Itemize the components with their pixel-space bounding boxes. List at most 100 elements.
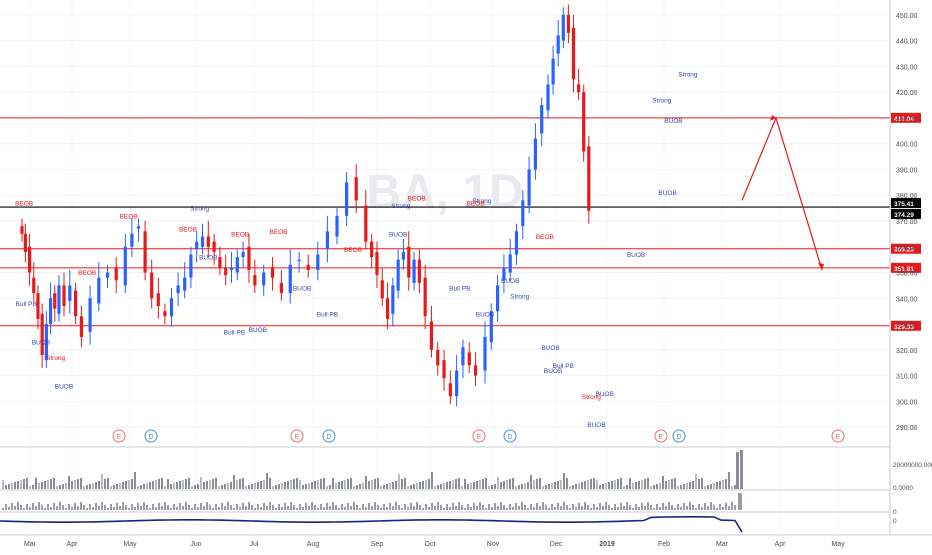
annotation-label: BEOB [269, 229, 287, 236]
oscillator-bar [65, 508, 67, 510]
volume-bar [86, 485, 88, 489]
oscillator-bar [377, 505, 379, 510]
volume-bar [464, 479, 466, 489]
annotation-label: BUOB [55, 383, 73, 390]
event-marker[interactable] [322, 429, 336, 443]
oscillator-bar [560, 506, 562, 510]
annotation-label: Bull PB [224, 329, 245, 336]
oscillator-bar [347, 503, 349, 510]
annotation-label: Strong [472, 198, 492, 205]
volume-bar [74, 480, 76, 489]
oscillator-bar [161, 506, 163, 510]
event-marker-label: E [477, 434, 482, 441]
candle [540, 105, 544, 134]
y-tick-label: 400.00 [896, 142, 918, 149]
volume-bar [374, 479, 376, 489]
candle [508, 254, 512, 273]
level-label: 329.33 [894, 324, 914, 331]
oscillator-bar [539, 506, 541, 510]
volume-bar [638, 481, 640, 489]
oscillator-bar [170, 508, 172, 510]
oscillator-bar [605, 502, 607, 510]
volume-bar [335, 483, 337, 489]
candle [467, 352, 471, 366]
price-axis[interactable]: 290.00 300.00 310.00 320.00 330.00 340.00 350.… [889, 0, 918, 535]
volume-bar [659, 483, 661, 489]
event-marker[interactable] [672, 429, 686, 443]
annotation-label: BEOB [78, 270, 96, 277]
oscillator-bar [17, 502, 19, 510]
candle [88, 298, 92, 332]
candle [195, 241, 199, 250]
oscillator-bar [209, 505, 211, 510]
oscillator-bar [440, 505, 442, 510]
volume-bar [44, 481, 46, 489]
oscillator-bar [332, 502, 334, 510]
volume-bar [113, 485, 115, 489]
oscillator-bar [98, 506, 100, 510]
oscillator-bar [8, 507, 10, 510]
oscillator-bar [296, 508, 298, 510]
volume-bar [578, 483, 580, 489]
volume-pane: 20000000.0000 [0, 446, 932, 489]
oscillator-bar [179, 503, 181, 510]
volume-bar [182, 480, 184, 489]
volume-bar [80, 478, 82, 489]
oscillator-bar [578, 503, 580, 510]
oscillator-bar [59, 502, 61, 510]
candle [270, 267, 275, 278]
x-tick-label: Feb [658, 541, 670, 548]
event-marker[interactable] [831, 429, 845, 443]
volume-bar [683, 484, 685, 489]
oscillator-bar [689, 502, 691, 510]
oscillator-bar [527, 508, 529, 510]
oscillator-bar [278, 504, 280, 510]
volume-bar [611, 481, 613, 489]
volume-bar [599, 485, 601, 489]
volume-bar [530, 475, 532, 489]
grid [0, 2, 890, 530]
volume-bar [476, 481, 478, 489]
volume-bar [350, 478, 352, 489]
event-marker[interactable] [290, 429, 304, 443]
volume-bar [536, 479, 538, 489]
event-marker[interactable] [654, 429, 668, 443]
volume-bar [287, 481, 289, 489]
candle [288, 264, 292, 294]
oscillator-bar [266, 506, 268, 510]
candle [68, 285, 72, 301]
oscillator-bar [212, 508, 214, 510]
volume-bar [383, 485, 385, 489]
oscillator-bar [587, 505, 589, 510]
event-marker[interactable] [112, 429, 126, 443]
candle [229, 267, 234, 270]
event-marker[interactable] [472, 429, 486, 443]
volume-bar [710, 484, 712, 489]
event-marker[interactable] [503, 429, 517, 443]
oscillator-bar [738, 493, 742, 510]
volume-bar [362, 483, 364, 489]
oscillator-bar [188, 505, 190, 510]
volume-bar [119, 483, 121, 489]
volume-bar [98, 481, 100, 489]
volume-bar [389, 483, 391, 489]
event-marker-label: D [676, 434, 681, 441]
oscillator-bar [89, 504, 91, 510]
oscillator-bar [281, 507, 283, 510]
oscillator-bar [305, 503, 307, 510]
oscillator-bar [329, 506, 331, 510]
volume-bar [473, 482, 475, 489]
oscillator-bar [584, 502, 586, 510]
x-tick-label: Jun [190, 541, 201, 548]
candle [375, 251, 379, 276]
volume-bar [518, 485, 520, 489]
y-tick-label: 420.00 [896, 90, 918, 97]
annotation-label: Strong [678, 72, 698, 79]
event-marker[interactable] [144, 429, 158, 443]
time-axis[interactable]: Mar Apr May Jun Jul Aug Sep Oct Nov Dec 2019 Feb Mar… [0, 534, 932, 548]
oscillator-bar [485, 508, 487, 510]
y-tick-label: 450.00 [896, 13, 918, 20]
candle [345, 182, 349, 216]
candle [97, 277, 101, 304]
